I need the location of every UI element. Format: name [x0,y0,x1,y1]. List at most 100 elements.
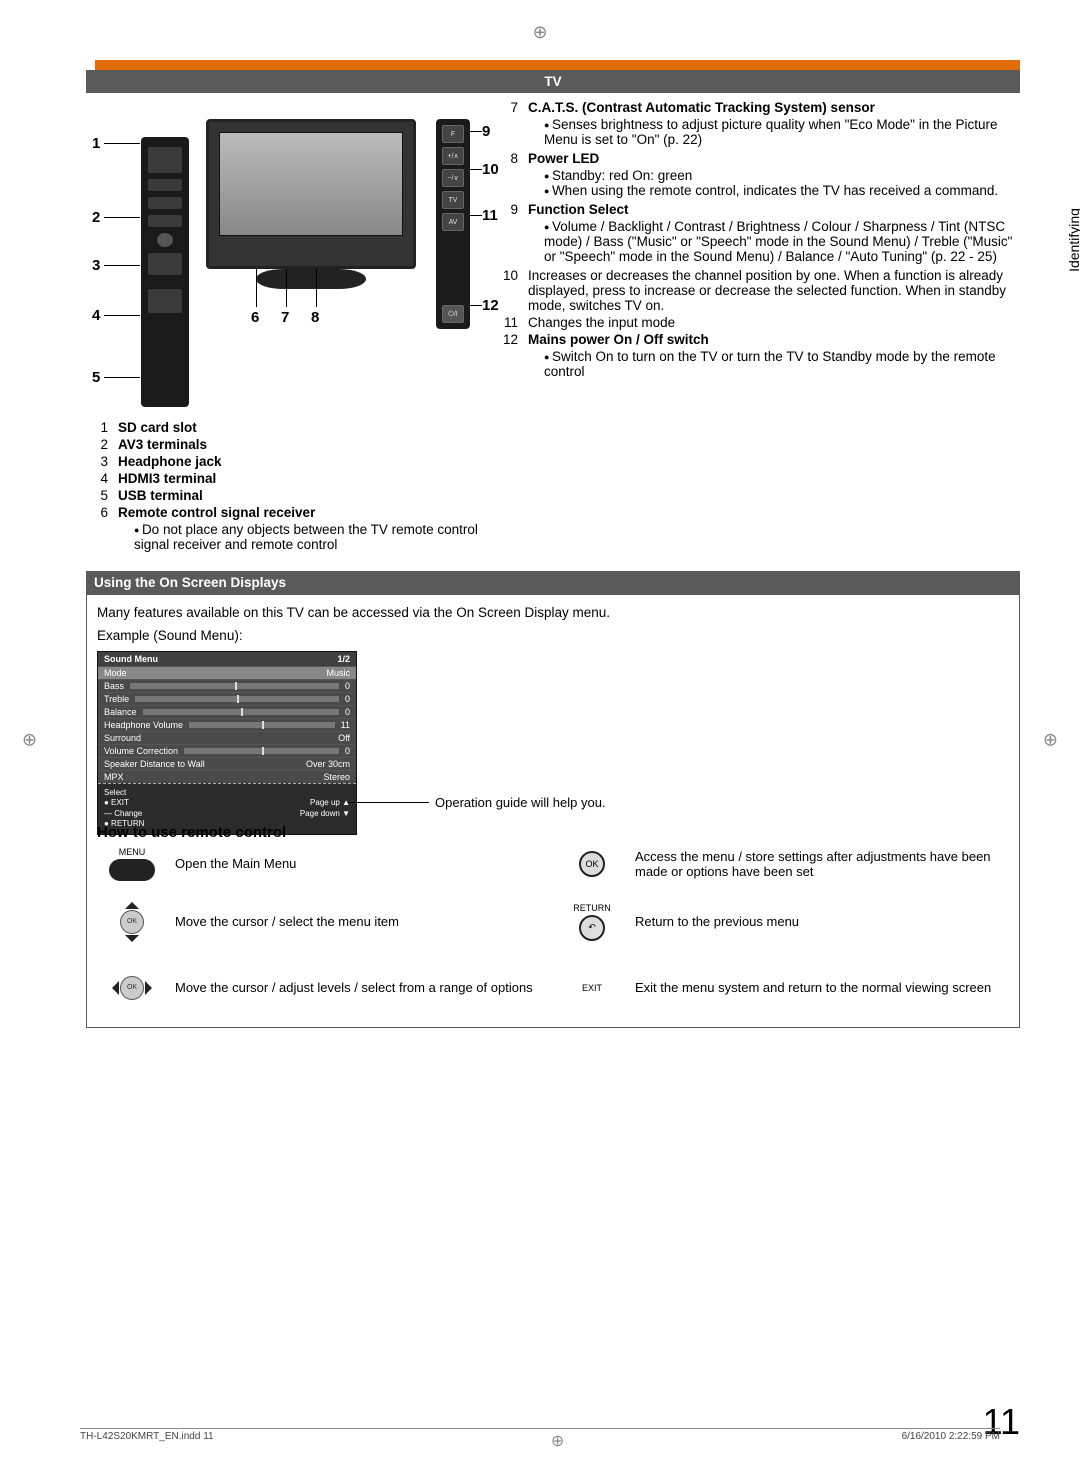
btn-tv: TV [442,191,464,209]
menu-value: Over 30cm [306,759,350,769]
slider-icon [135,696,339,702]
callout-12: 12 [482,297,499,314]
leader-line [470,215,482,216]
menu-rows: ModeMusicBass0Treble0Balance0Headphone V… [98,666,356,783]
menu-value: 11 [341,720,350,730]
leader-line [104,143,140,144]
menu-value: 0 [345,681,350,691]
crop-mark-top: ⊕ [532,22,547,43]
btn-ch-dn: −/∨ [442,169,464,187]
leader-line [286,269,287,307]
menu-row: Treble 0 [98,692,356,705]
menu-key: Bass [104,681,124,691]
ref-text: Changes the input mode [528,315,1020,330]
menu-label: MENU [119,847,146,857]
return-icon: ↶ [579,915,605,941]
av-slot-icon [148,197,182,209]
callout-6: 6 [251,309,259,326]
callout-2: 2 [92,209,100,226]
osd-section: Using the On Screen Displays Many featur… [86,571,1020,1028]
right-reference-list: 7 C.A.T.S. (Contrast Automatic Tracking … [496,99,1020,382]
menu-row: Headphone Volume11 [98,718,356,731]
ref-text: USB terminal [118,488,486,503]
leader-line [470,169,482,170]
menu-value: Off [338,733,350,743]
menu-key: Mode [104,668,127,678]
ref-bullet: Switch On to turn on the TV or turn the … [544,349,1020,379]
updown-description: Move the cursor / select the menu item [175,914,549,929]
exit-button-icon: EXIT [557,983,627,993]
top-columns: F +/∧ −/∨ TV AV ⏻/I 1 2 3 4 5 [60,99,1020,555]
callout-9: 9 [482,123,490,140]
ref-bullet: Standby: red On: green [544,168,1020,183]
ref-num: 2 [86,437,108,452]
leader-line [349,802,429,803]
left-column: F +/∧ −/∨ TV AV ⏻/I 1 2 3 4 5 [86,99,486,555]
updown-dpad-icon: OK [97,897,167,947]
footer-filename: TH-L42S20KMRT_EN.indd 11 [80,1431,214,1451]
ref-bullet: Do not place any objects between the TV … [134,522,486,552]
ref-num: 8 [496,151,518,200]
slider-icon [184,748,339,754]
side-tab: Identifying Controls Quick Start Guide [1060,190,1080,290]
btn-ch-up: +/∧ [442,147,464,165]
print-footer: TH-L42S20KMRT_EN.indd 11 ⊕ 6/16/2010 2:2… [80,1428,1000,1451]
menu-row: Speaker Distance to WallOver 30cm [98,757,356,770]
tv-side-panel [141,137,189,407]
menu-value: 0 [345,694,350,704]
ref-num: 6 [86,505,108,554]
callout-5: 5 [92,369,100,386]
oval-button-icon [109,859,155,881]
callout-3: 3 [92,257,100,274]
crop-mark-left: ⊕ [22,729,37,750]
return-button-icon: RETURN ↶ [557,903,627,941]
crop-mark-right: ⊕ [1043,729,1058,750]
ref-text: Mains power On / Off switch [528,332,709,347]
slider-icon [130,683,339,689]
ref-text-group: Remote control signal receiver Do not pl… [118,505,486,554]
ref-text: Headphone jack [118,454,486,469]
ref-text: Function Select [528,202,629,217]
menu-key: Surround [104,733,141,743]
ok-label: OK [579,851,605,877]
btn-av: AV [442,213,464,231]
menu-row: Volume Correction0 [98,744,356,757]
sd-slot-icon [148,147,182,173]
sound-menu-example: Sound Menu 1/2 ModeMusicBass0Treble0Bala… [97,651,357,835]
page: TV F +/∧ [60,60,1020,1419]
guide-page-controls: Page up ▲ Page down ▼ [300,798,350,819]
tv-screen-icon [219,132,403,236]
osd-example-label: Example (Sound Menu): [97,628,1009,643]
osd-box: Many features available on this TV can b… [86,594,1020,1028]
ref-num: 4 [86,471,108,486]
leftright-description: Move the cursor / adjust levels / select… [175,980,549,995]
guide-callout: Operation guide will help you. [349,795,1009,810]
crop-mark-bottom: ⊕ [551,1431,564,1451]
hdmi-slot-icon [148,253,182,275]
ref-text-group: C.A.T.S. (Contrast Automatic Tracking Sy… [528,100,1020,149]
osd-intro: Many features available on this TV can b… [97,605,1009,620]
headphone-jack-icon [157,233,173,247]
btn-f: F [442,125,464,143]
menu-row: Bass 0 [98,679,356,692]
ref-bullet: When using the remote control, indicates… [544,183,1020,198]
ref-text: HDMI3 terminal [118,471,486,486]
callout-7: 7 [281,309,289,326]
footer-timestamp: 6/16/2010 2:22:59 PM [902,1431,1000,1451]
page-down-label: Page down ▼ [300,809,350,819]
ref-num: 1 [86,420,108,435]
exit-description: Exit the menu system and return to the n… [635,980,1009,995]
return-description: Return to the previous menu [635,914,1009,929]
leader-line [104,217,140,218]
ref-num: 10 [496,268,518,313]
ok-button-icon: OK [557,851,627,877]
tv-body-icon [206,119,416,269]
usb-slot-icon [148,289,182,313]
ref-text-group: Power LED Standby: red On: green When us… [528,151,1020,200]
callout-10: 10 [482,161,499,178]
left-reference-list: 1SD card slot 2AV3 terminals 3Headphone … [86,419,486,555]
menu-key: Treble [104,694,129,704]
callout-11: 11 [482,207,498,224]
dpad-icon: OK [107,963,157,1013]
how-to-section: How to use remote control MENU Open the … [97,824,1009,1013]
